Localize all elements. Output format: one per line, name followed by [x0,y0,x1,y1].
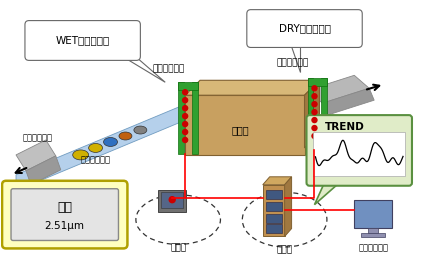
Text: 表面コーター: 表面コーター [23,133,53,142]
Circle shape [312,110,317,115]
Polygon shape [322,88,374,115]
Ellipse shape [119,132,132,140]
FancyBboxPatch shape [321,78,327,150]
Circle shape [312,102,317,107]
Text: 乾燥機: 乾燥機 [231,125,249,135]
Text: 上位パソコン: 上位パソコン [358,243,388,252]
Text: TREND: TREND [324,122,364,132]
FancyBboxPatch shape [308,78,327,86]
Ellipse shape [73,150,89,160]
Text: WET膜厚測定用: WET膜厚測定用 [55,36,110,45]
FancyBboxPatch shape [192,82,198,154]
Text: 表面コーター: 表面コーター [81,155,111,164]
Polygon shape [16,140,56,171]
FancyBboxPatch shape [263,185,285,236]
Circle shape [312,94,317,99]
Text: 2.51μm: 2.51μm [45,221,85,230]
Text: センサヘッド: センサヘッド [277,58,309,67]
FancyBboxPatch shape [178,82,198,90]
Polygon shape [285,177,291,236]
Polygon shape [263,177,291,185]
Circle shape [183,138,188,142]
Circle shape [312,133,317,138]
Circle shape [183,90,188,95]
FancyBboxPatch shape [158,190,186,212]
FancyBboxPatch shape [2,181,127,249]
Circle shape [312,125,317,130]
FancyBboxPatch shape [178,82,184,154]
Circle shape [183,98,188,103]
FancyBboxPatch shape [354,200,392,227]
FancyBboxPatch shape [368,227,378,233]
Text: 運転室: 運転室 [170,243,186,252]
FancyBboxPatch shape [247,10,362,47]
FancyBboxPatch shape [11,189,118,241]
FancyBboxPatch shape [266,224,282,233]
Circle shape [169,197,175,203]
Polygon shape [16,100,310,191]
Text: 膜厚: 膜厚 [57,201,72,214]
Polygon shape [185,80,319,95]
Circle shape [312,118,317,122]
Ellipse shape [134,126,147,134]
Circle shape [183,130,188,135]
FancyBboxPatch shape [308,78,313,150]
FancyBboxPatch shape [185,95,305,155]
FancyBboxPatch shape [25,21,140,60]
FancyBboxPatch shape [313,132,405,176]
FancyBboxPatch shape [266,214,282,222]
Text: DRY膜厚測定用: DRY膜厚測定用 [278,24,330,33]
FancyBboxPatch shape [266,202,282,211]
FancyBboxPatch shape [161,192,183,208]
Circle shape [183,106,188,111]
Polygon shape [290,44,299,72]
Text: 管理室: 管理室 [277,245,293,254]
Polygon shape [305,80,319,148]
Circle shape [183,122,188,127]
Polygon shape [122,56,165,82]
Ellipse shape [89,144,102,152]
Circle shape [183,114,188,119]
FancyBboxPatch shape [307,115,412,186]
Polygon shape [26,156,61,185]
Ellipse shape [104,138,118,146]
Polygon shape [314,183,339,205]
Circle shape [312,86,317,91]
Text: センサヘッド: センサヘッド [152,64,184,73]
Polygon shape [308,75,369,103]
FancyBboxPatch shape [361,233,385,238]
FancyBboxPatch shape [266,190,282,199]
